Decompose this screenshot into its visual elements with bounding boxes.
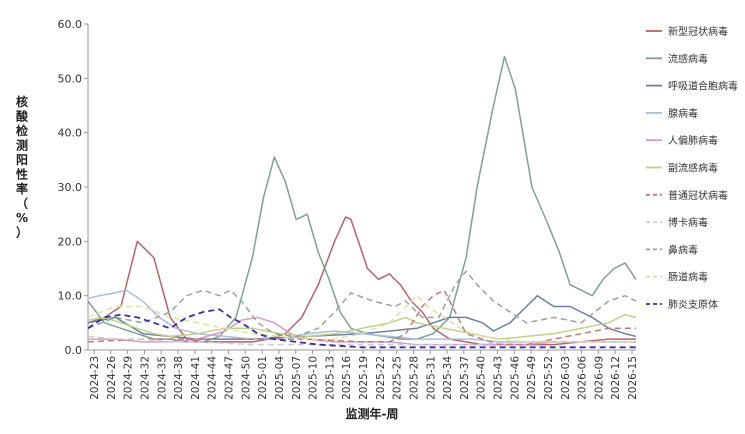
x-tick-label: 2024-35 [156, 356, 168, 400]
x-tick-label: 2025-31 [425, 356, 437, 400]
legend-label: 肠道病毒 [668, 271, 708, 284]
x-tick-label: 2024-38 [173, 356, 185, 400]
x-tick-label: 2024-23 [89, 356, 101, 400]
x-tick-label: 2025-34 [442, 356, 454, 400]
x-tick-label: 2025-10 [308, 356, 320, 400]
legend-label: 鼻病毒 [668, 243, 698, 256]
legend-label: 流感病毒 [668, 52, 708, 65]
series-lines [87, 55, 637, 349]
x-tick-label: 2026-06 [577, 356, 589, 400]
y-tick-label: 50.0 [58, 72, 83, 85]
x-tick-label: 2025-07 [291, 356, 303, 400]
x-tick-label: 2025-13 [324, 356, 336, 400]
y-tick-label: 40.0 [58, 127, 83, 140]
y-tick-label: 30.0 [58, 181, 83, 194]
y-ticks: 0.0 10.0 20.0 30.0 40.0 50.0 60.0 [58, 18, 88, 357]
legend-label: 新型冠状病毒 [668, 25, 728, 38]
x-tick-label: 2024-26 [106, 356, 118, 400]
legend-label: 腺病毒 [668, 107, 698, 120]
x-tick-label: 2025-19 [358, 356, 370, 400]
x-tick-label: 2024-32 [139, 356, 151, 400]
x-tick-label: 2025-43 [493, 356, 505, 400]
x-tick-label: 2025-16 [341, 356, 353, 400]
x-tick-label: 2026-09 [593, 356, 605, 400]
x-tick-label: 2025-01 [257, 356, 269, 400]
legend-label: 普通冠状病毒 [668, 189, 728, 202]
x-tick-label: 2025-28 [408, 356, 420, 400]
x-tick-label: 2024-29 [123, 356, 135, 400]
y-tick-label: 20.0 [58, 235, 83, 248]
y-tick-label: 10.0 [58, 290, 83, 303]
x-tick-label: 2025-52 [543, 356, 555, 400]
legend-label: 博卡病毒 [668, 216, 708, 229]
series-line [87, 335, 636, 346]
x-tick-label: 2026-12 [610, 356, 622, 400]
series-line [87, 55, 637, 343]
x-tick-label: 2024-50 [240, 356, 252, 400]
x-tick-label: 2025-40 [476, 356, 488, 400]
x-tick-label: 2025-04 [274, 356, 286, 400]
x-tick-label: 2025-25 [392, 356, 404, 400]
legend: 新型冠状病毒流感病毒呼吸道合胞病毒腺病毒人偏肺病毒副流感病毒普通冠状病毒博卡病毒… [646, 25, 738, 311]
y-tick-label: 0.0 [65, 344, 83, 357]
x-tick-label: 2026-03 [560, 356, 572, 400]
legend-label: 肺炎支原体 [668, 299, 718, 311]
axes: 0.010.020.030.040.050.060.0 2024-23 2024-… [58, 18, 640, 400]
series-line [87, 270, 637, 338]
y-tick-label: 60.0 [58, 18, 83, 31]
x-axis-label: 监测年-周 [346, 406, 399, 421]
legend-label: 人偏肺病毒 [668, 134, 718, 147]
legend-label: 呼吸道合胞病毒 [668, 80, 738, 93]
x-tick-label: 2024-47 [224, 356, 236, 400]
x-ticks: 2024-23 2024-26 2024-29 2024-32 2024-35 2024-… [89, 350, 639, 400]
x-tick-label: 2026-15 [627, 356, 639, 400]
series-line [87, 308, 636, 349]
legend-label: 副流感病毒 [668, 162, 718, 175]
series-line [87, 294, 636, 343]
x-tick-label: 2025-37 [459, 356, 471, 400]
series-line [87, 289, 636, 346]
x-tick-label: 2025-46 [509, 356, 521, 400]
series-line [88, 316, 636, 346]
y-axis-label: 核酸检测阳性率（%） [15, 94, 29, 240]
x-tick-label: 2025-49 [526, 356, 538, 400]
x-tick-label: 2025-22 [375, 356, 387, 400]
x-tick-label: 2024-44 [207, 356, 219, 400]
series-line [87, 313, 637, 340]
x-tick-label: 2024-41 [190, 356, 202, 400]
